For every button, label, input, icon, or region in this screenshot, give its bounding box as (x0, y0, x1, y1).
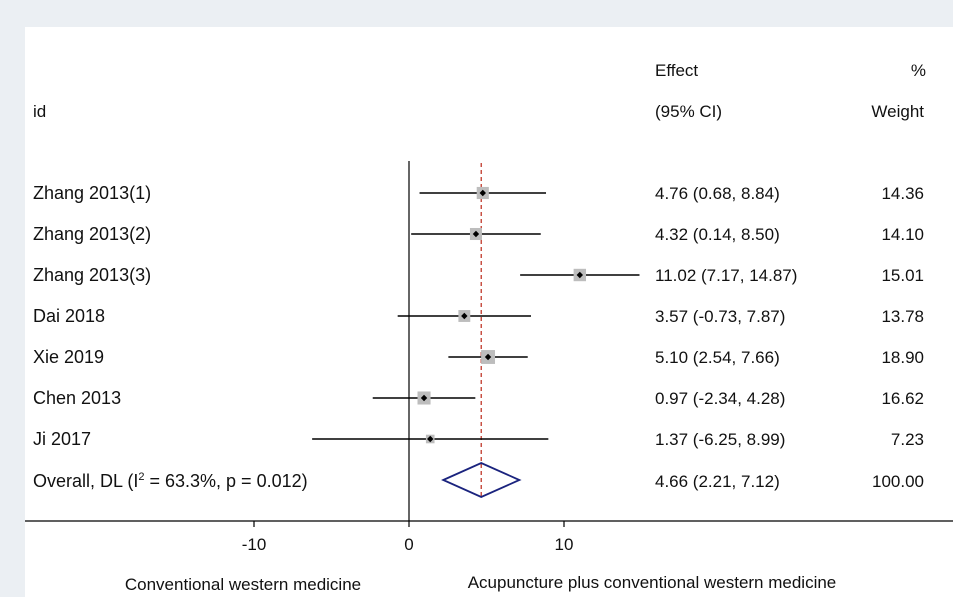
overall-effect-text: 4.66 (2.21, 7.12) (655, 472, 780, 491)
study-weight-text: 15.01 (881, 266, 924, 285)
overall-label: Overall, DL (I2 = 63.3%, p = 0.012) (33, 471, 308, 491)
point-estimate (420, 394, 428, 402)
point-estimate (484, 353, 492, 361)
study-row: Zhang 2013(3) 11.02 (7.17, 14.87) 15.01 (33, 265, 924, 285)
x-tick-label: -10 (242, 535, 267, 554)
header-effect: Effect (655, 61, 698, 80)
study-weight-text: 14.10 (881, 225, 924, 244)
overall-row: Overall, DL (I2 = 63.3%, p = 0.012) 4.66… (33, 462, 924, 498)
study-rows: Zhang 2013(1) 4.76 (0.68, 8.84) 14.36Zhang… (33, 163, 924, 497)
overall-label-post: = 63.3%, p = 0.012) (144, 471, 307, 491)
study-row: Chen 2013 0.97 (-2.34, 4.28) 16.62 (33, 388, 924, 408)
study-label: Zhang 2013(2) (33, 224, 151, 244)
study-effect-text: 3.57 (-0.73, 7.87) (655, 307, 785, 326)
study-row: Zhang 2013(2) 4.32 (0.14, 8.50) 14.10 (33, 224, 924, 244)
study-effect-text: 0.97 (-2.34, 4.28) (655, 389, 785, 408)
study-effect-text: 4.76 (0.68, 8.84) (655, 184, 780, 203)
header-id: id (33, 102, 46, 121)
favours-left-label: Conventional western medicine (125, 575, 361, 594)
study-label: Chen 2013 (33, 388, 121, 408)
point-estimate (427, 435, 434, 443)
study-label: Zhang 2013(1) (33, 183, 151, 203)
study-effect-text: 5.10 (2.54, 7.66) (655, 348, 780, 367)
x-axis-ticks: -10 0 10 (242, 521, 574, 554)
header-weight: Weight (871, 102, 924, 121)
study-effect-text: 1.37 (-6.25, 8.99) (655, 430, 785, 449)
header-ci: (95% CI) (655, 102, 722, 121)
x-tick-label: 10 (555, 535, 574, 554)
study-label: Dai 2018 (33, 306, 105, 326)
overall-diamond (441, 462, 522, 498)
point-estimate (461, 312, 468, 320)
study-row: Zhang 2013(1) 4.76 (0.68, 8.84) 14.36 (33, 183, 924, 203)
study-label: Zhang 2013(3) (33, 265, 151, 285)
study-label: Ji 2017 (33, 429, 91, 449)
study-weight-text: 13.78 (881, 307, 924, 326)
overall-label-pre: Overall, DL (I (33, 471, 138, 491)
point-estimate (576, 271, 584, 279)
study-row: Xie 2019 5.10 (2.54, 7.66) 18.90 (33, 347, 924, 367)
study-row: Ji 2017 1.37 (-6.25, 8.99) 7.23 (33, 429, 924, 449)
study-weight-text: 16.62 (881, 389, 924, 408)
study-effect-text: 11.02 (7.17, 14.87) (655, 266, 797, 285)
overall-weight-text: 100.00 (872, 472, 924, 491)
study-row: Dai 2018 3.57 (-0.73, 7.87) 13.78 (33, 306, 924, 326)
study-weight-text: 14.36 (881, 184, 924, 203)
study-weight-text: 18.90 (881, 348, 924, 367)
header-percent: % (911, 61, 926, 80)
study-label: Xie 2019 (33, 347, 104, 367)
x-tick-label: 0 (404, 535, 413, 554)
study-weight-text: 7.23 (891, 430, 924, 449)
point-estimate (472, 230, 480, 238)
plot-panel (25, 27, 953, 597)
point-estimate (479, 189, 486, 197)
favours-right-label: Acupuncture plus conventional western me… (468, 573, 837, 592)
study-effect-text: 4.32 (0.14, 8.50) (655, 225, 780, 244)
overall-label-sup: 2 (138, 471, 144, 483)
